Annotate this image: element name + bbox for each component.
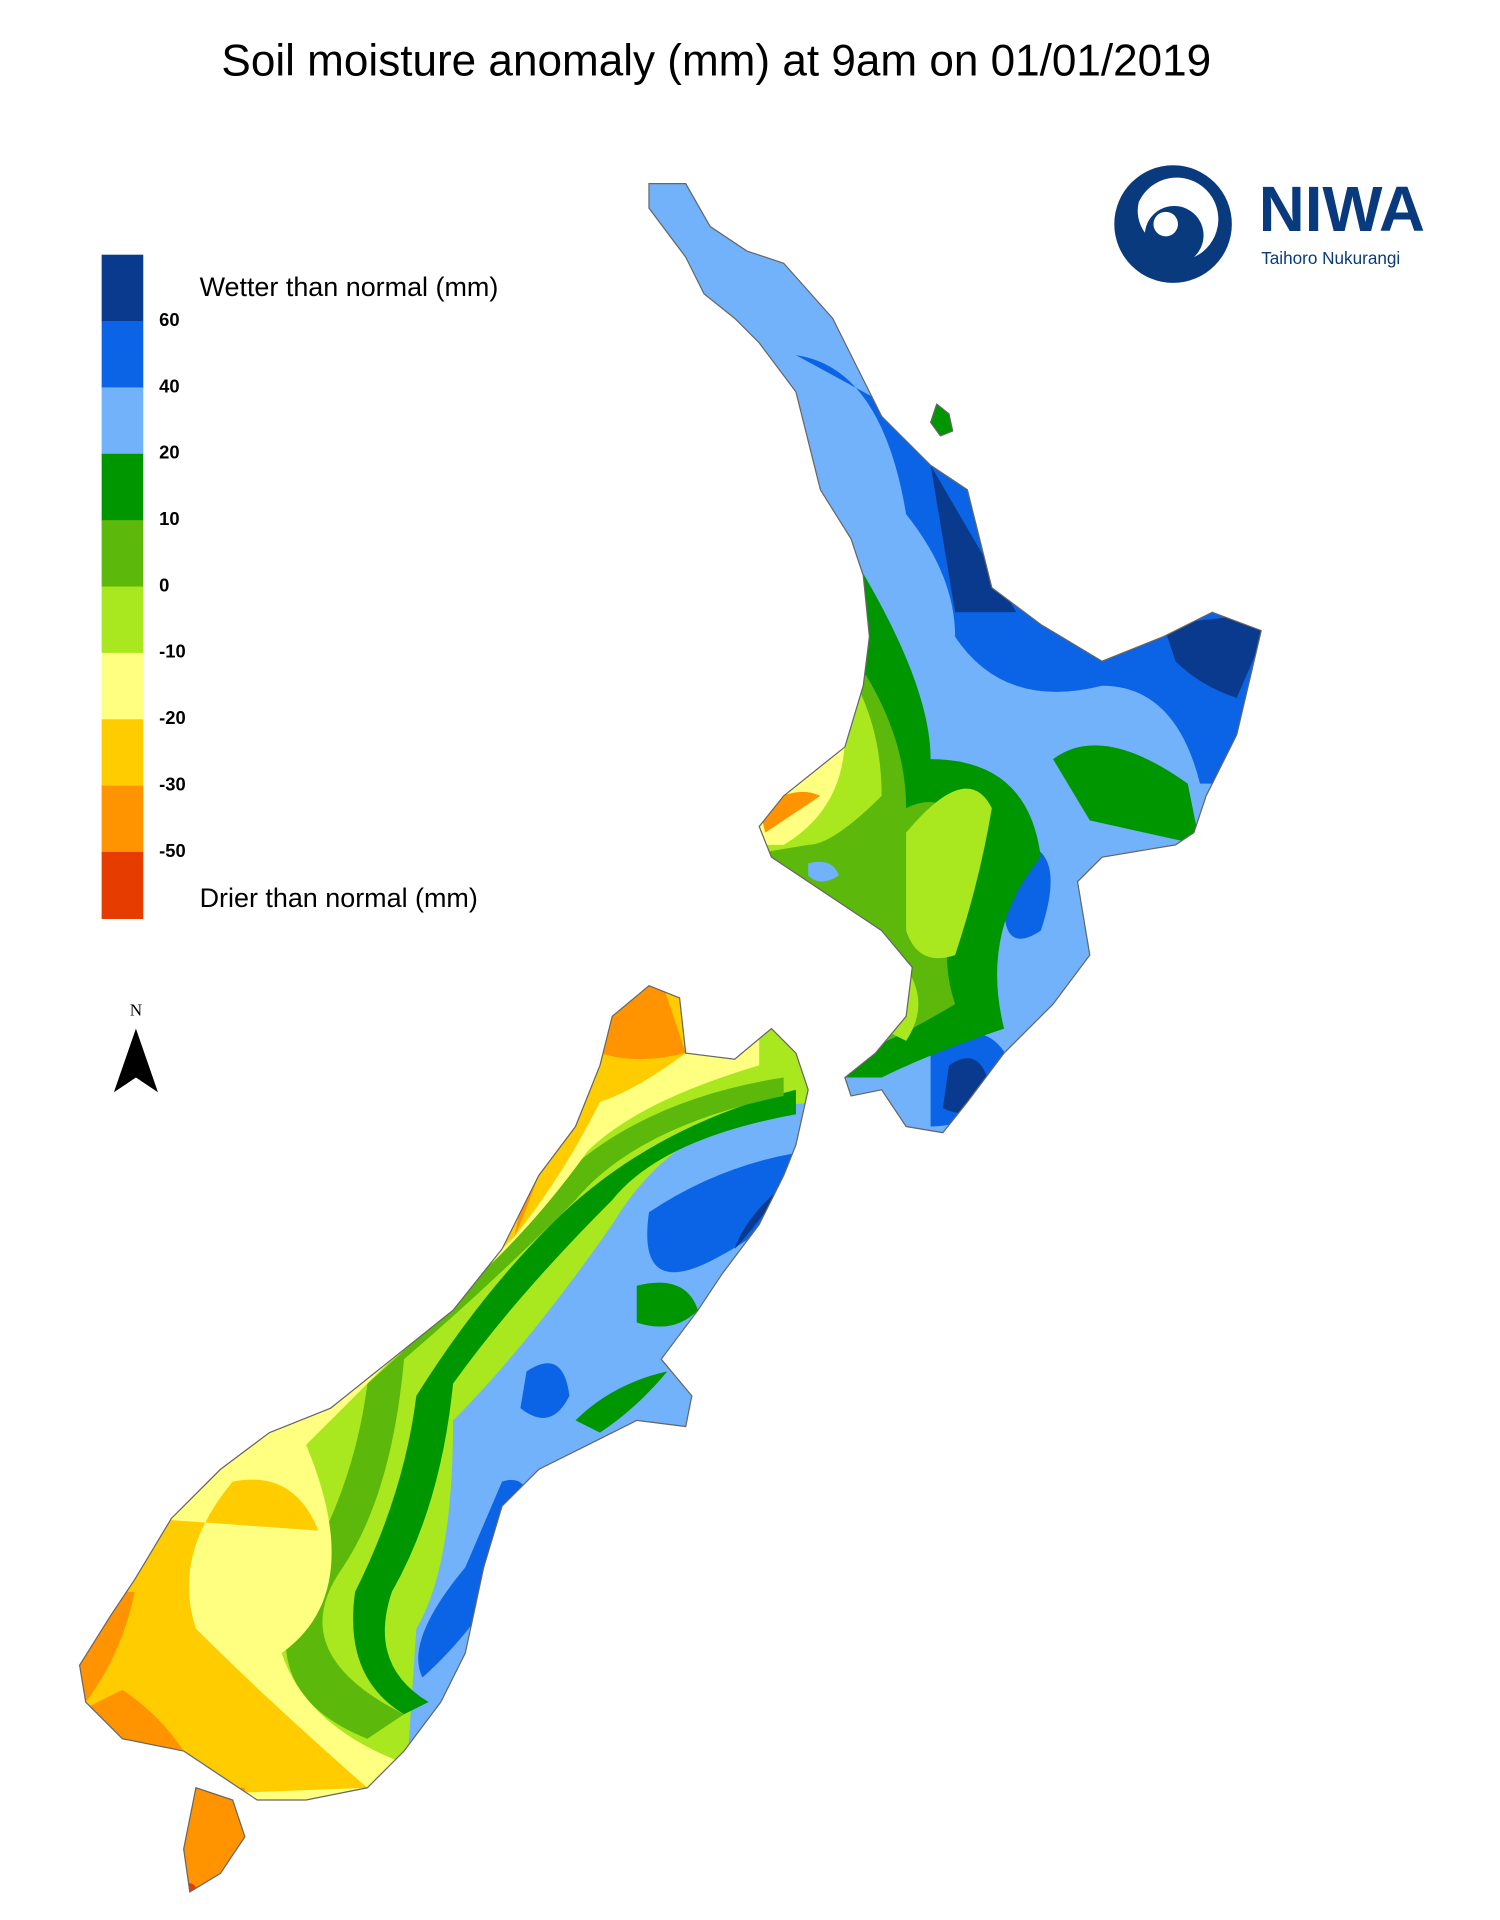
legend-swatch [101,652,144,720]
legend: Wetter than normal (mm) Drier than norma… [101,254,499,919]
logo: NIWA Taihoro Nukurangi [1114,165,1425,283]
legend-swatch [101,387,144,455]
legend-tick-label: -20 [159,707,186,728]
legend-swatch [101,719,144,787]
legend-top-label: Wetter than normal (mm) [200,272,499,302]
legend-tick-label: -30 [159,773,186,794]
moisture-region [930,844,1051,1127]
legend-tick-label: -10 [159,641,186,662]
logo-name: NIWA [1259,174,1425,245]
legend-swatch [101,453,144,521]
legend-swatch [101,254,144,322]
logo-subtitle: Taihoro Nukurangi [1261,248,1400,268]
legend-bottom-label: Drier than normal (mm) [200,883,478,913]
coastlines [78,183,1262,1893]
moisture-region [404,1102,809,1813]
legend-tick-label: -50 [159,840,186,861]
logo-dot [1153,211,1178,237]
legend-tick-label: 40 [159,375,179,396]
moisture-region [734,1175,796,1249]
legend-swatch [101,321,144,389]
logo-swirl [1137,177,1219,258]
north-label: N [130,1000,142,1019]
legend-tick-label: 10 [159,508,179,529]
legend-tick-label: 60 [159,309,179,330]
legend-tick-label: 20 [159,442,179,463]
title: Soil moisture anomaly (mm) at 9am on 01/… [221,36,1211,85]
legend-swatch [101,785,144,853]
legend-tick-label: 0 [159,574,169,595]
south-island [79,985,809,1892]
legend-swatch [101,586,144,654]
moisture-region [353,1089,796,1715]
great-barrier-island [929,403,954,437]
north-arrow: N [113,1000,158,1093]
legend-swatch [101,520,144,588]
north-arrow-shape [113,1028,158,1093]
moisture-region [575,1282,698,1433]
moisture-region [1053,745,1200,845]
moisture-region [808,861,839,882]
north-island [648,183,1262,1133]
moisture-region [930,465,1262,698]
legend-swatch [101,852,144,919]
